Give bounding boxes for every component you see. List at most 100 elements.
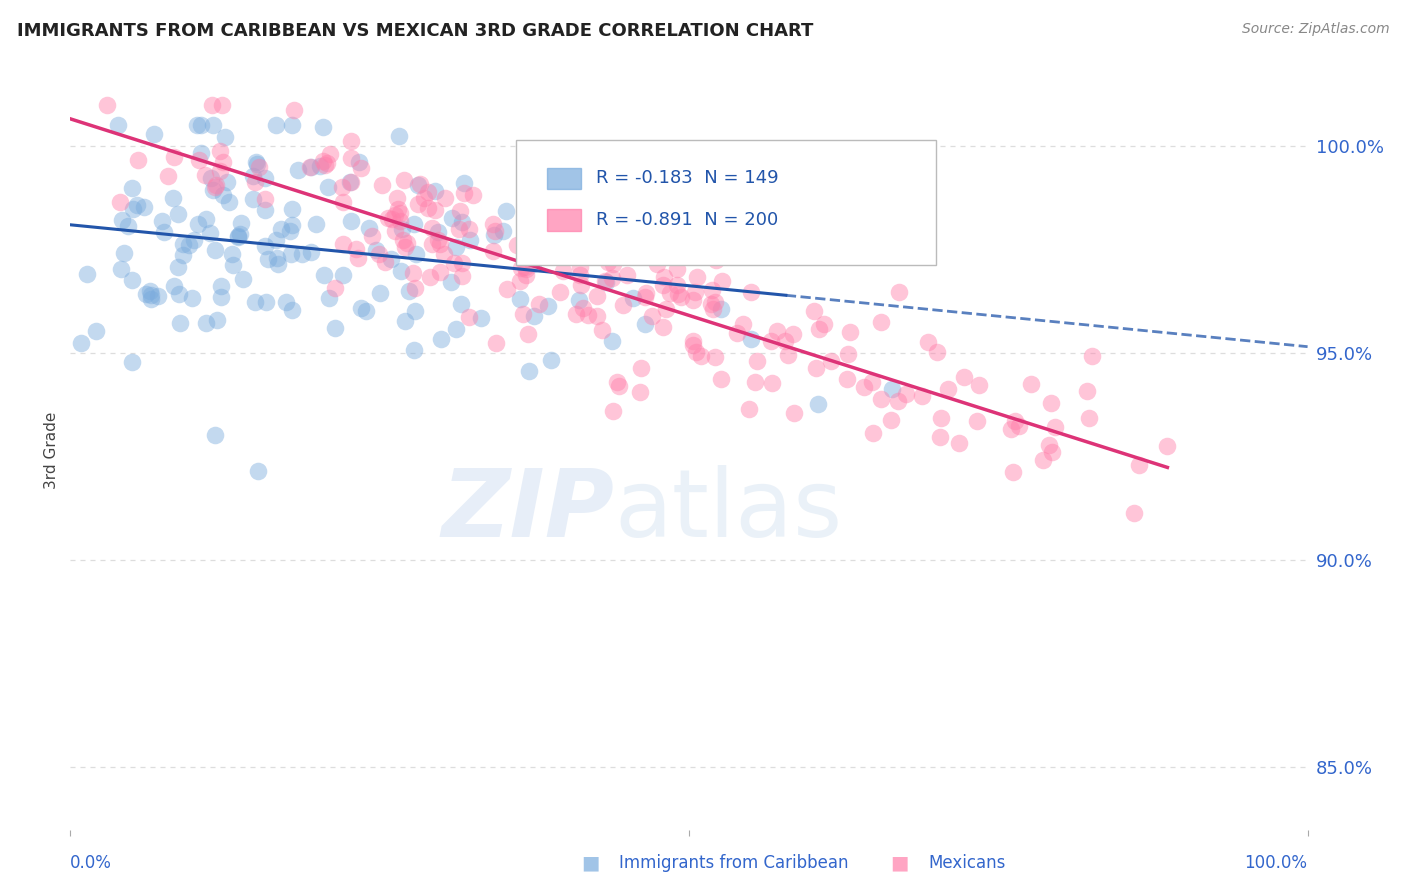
Point bbox=[600, 270, 623, 285]
Point bbox=[389, 264, 412, 278]
Point bbox=[183, 233, 205, 247]
Point bbox=[384, 208, 406, 222]
Point bbox=[512, 307, 534, 321]
Point bbox=[247, 160, 270, 174]
Point bbox=[710, 371, 733, 385]
Point bbox=[172, 248, 194, 262]
Point bbox=[226, 230, 249, 244]
Point bbox=[585, 310, 607, 324]
Point bbox=[682, 293, 704, 307]
Point bbox=[966, 414, 988, 428]
Point bbox=[169, 287, 191, 301]
Point bbox=[243, 175, 266, 189]
Point bbox=[685, 269, 707, 284]
Point bbox=[616, 268, 638, 282]
Point bbox=[388, 128, 411, 143]
Point bbox=[392, 173, 415, 187]
Point bbox=[70, 336, 93, 351]
Text: R = -0.183  N = 149: R = -0.183 N = 149 bbox=[596, 169, 779, 186]
Point bbox=[412, 191, 434, 205]
Point bbox=[332, 237, 354, 252]
Text: 0.0%: 0.0% bbox=[70, 855, 112, 872]
Point bbox=[405, 281, 427, 295]
Point bbox=[683, 285, 706, 299]
Point bbox=[740, 332, 762, 346]
Point bbox=[406, 178, 429, 193]
Point bbox=[602, 404, 624, 418]
Point bbox=[482, 244, 505, 258]
Point bbox=[226, 228, 249, 243]
Point bbox=[568, 260, 591, 274]
Point bbox=[357, 221, 380, 235]
Point bbox=[887, 394, 910, 409]
Point bbox=[212, 187, 235, 202]
Point bbox=[1021, 376, 1043, 391]
Text: atlas: atlas bbox=[614, 465, 844, 558]
Point bbox=[665, 278, 688, 293]
Point bbox=[398, 284, 420, 298]
Point bbox=[516, 186, 538, 201]
Point bbox=[205, 313, 228, 327]
Point bbox=[389, 214, 412, 228]
Point bbox=[1008, 419, 1031, 434]
Point bbox=[254, 239, 277, 253]
Point bbox=[651, 319, 673, 334]
Point bbox=[869, 392, 891, 406]
Point bbox=[869, 316, 891, 330]
Point bbox=[354, 303, 377, 318]
Point bbox=[659, 285, 682, 300]
Point bbox=[621, 291, 644, 305]
Point bbox=[634, 285, 657, 300]
Point bbox=[110, 195, 132, 210]
Point bbox=[807, 397, 830, 411]
Point bbox=[169, 316, 191, 330]
Point bbox=[516, 327, 538, 342]
Point bbox=[531, 237, 554, 252]
Point bbox=[804, 360, 827, 375]
Point bbox=[162, 278, 184, 293]
Point bbox=[562, 228, 585, 243]
Point bbox=[298, 160, 321, 174]
Point bbox=[264, 233, 287, 247]
Point bbox=[311, 153, 333, 168]
Point bbox=[633, 290, 655, 304]
Point bbox=[190, 146, 212, 161]
Point bbox=[1000, 422, 1022, 436]
Point bbox=[187, 153, 209, 167]
Point bbox=[387, 191, 409, 205]
Point bbox=[1123, 506, 1146, 520]
Text: 100.0%: 100.0% bbox=[1244, 855, 1308, 872]
Point bbox=[485, 336, 508, 351]
Point bbox=[266, 118, 288, 132]
Point bbox=[839, 325, 862, 339]
Point bbox=[652, 278, 675, 293]
Point bbox=[862, 376, 884, 390]
Point bbox=[783, 406, 806, 420]
Point bbox=[463, 188, 485, 202]
FancyBboxPatch shape bbox=[516, 140, 936, 265]
Point bbox=[515, 262, 537, 277]
Point bbox=[1001, 465, 1024, 479]
Point bbox=[208, 144, 231, 158]
Point bbox=[371, 178, 394, 192]
Point bbox=[453, 177, 475, 191]
Point bbox=[1039, 396, 1062, 410]
Y-axis label: 3rd Grade: 3rd Grade bbox=[44, 412, 59, 489]
Point bbox=[451, 256, 474, 270]
Point bbox=[305, 218, 328, 232]
Point bbox=[117, 219, 139, 234]
Point bbox=[1004, 414, 1026, 428]
Point bbox=[682, 334, 704, 348]
Text: Immigrants from Caribbean: Immigrants from Caribbean bbox=[619, 855, 848, 872]
Point bbox=[281, 302, 304, 317]
Point bbox=[450, 297, 472, 311]
Point bbox=[602, 257, 624, 271]
Point bbox=[568, 268, 591, 282]
Point bbox=[887, 285, 910, 299]
Point bbox=[517, 363, 540, 377]
Point bbox=[280, 202, 302, 216]
FancyBboxPatch shape bbox=[547, 210, 581, 230]
Point bbox=[837, 347, 859, 361]
Point bbox=[1032, 452, 1054, 467]
Point bbox=[744, 375, 766, 389]
